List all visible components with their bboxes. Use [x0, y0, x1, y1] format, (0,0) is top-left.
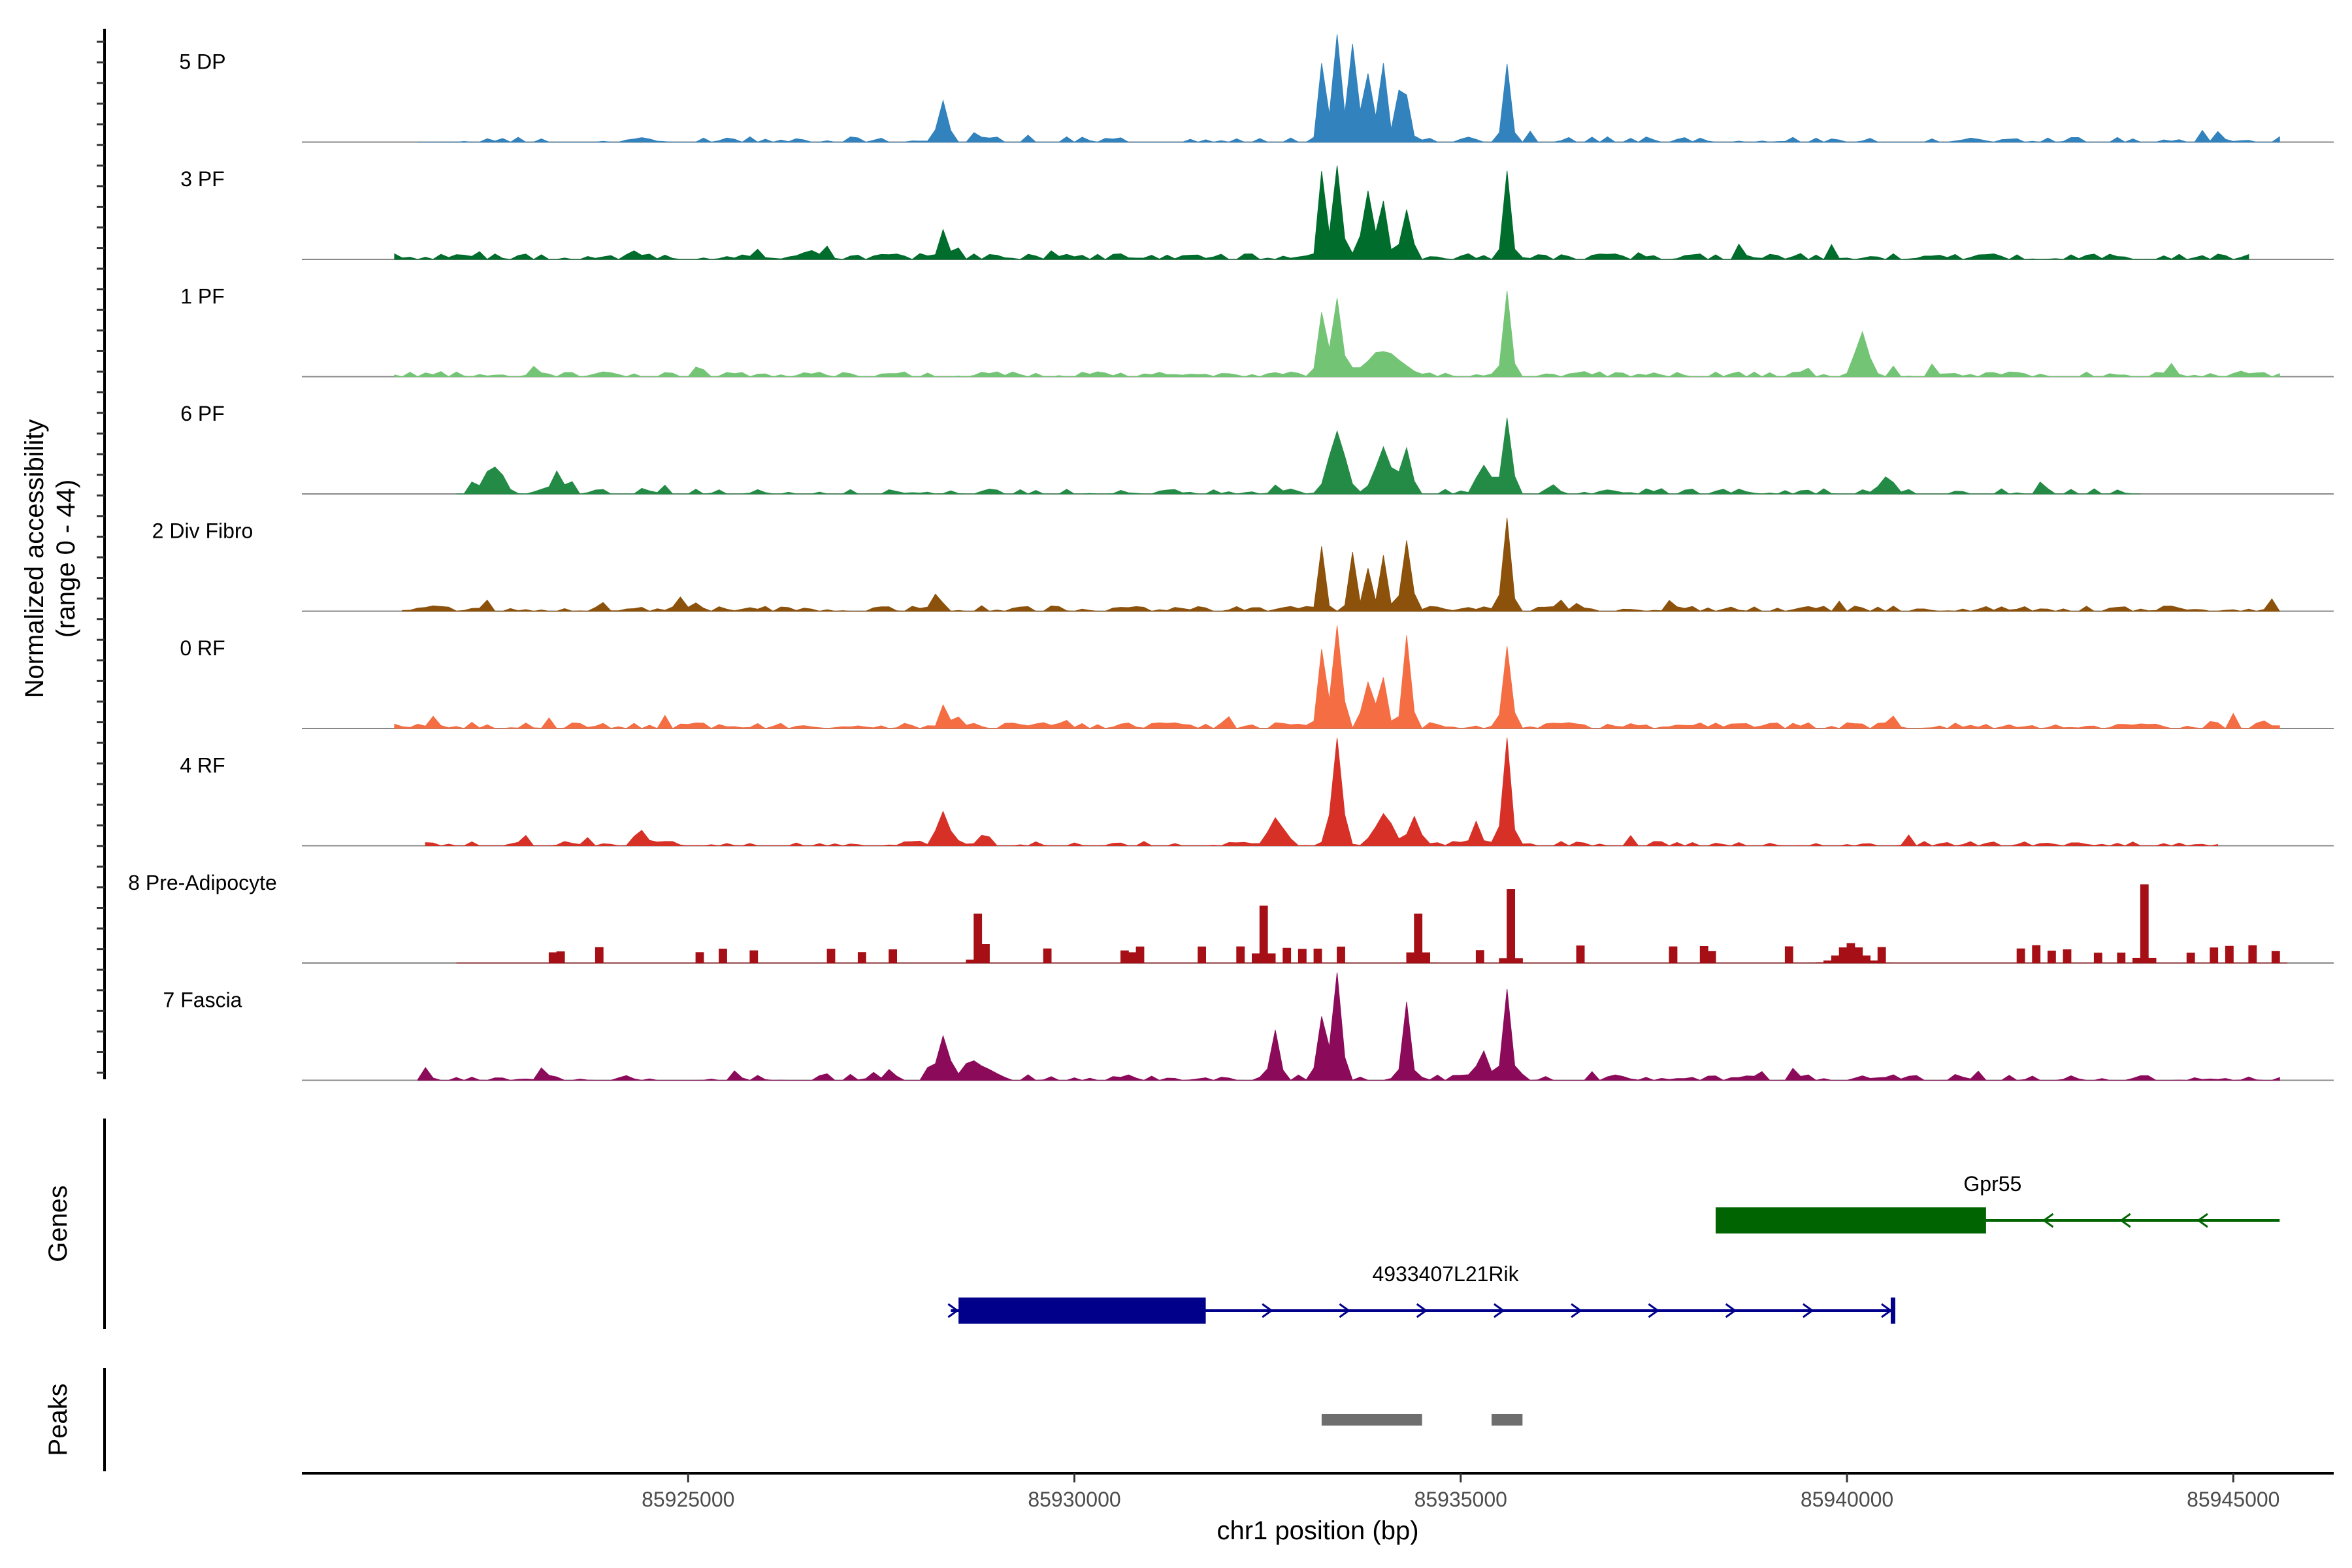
x-tick-label: 85940000 [1801, 1488, 1893, 1511]
coverage-area [394, 165, 2249, 260]
strand-arrow [2119, 1213, 2131, 1228]
genes-panel-label: Genes [44, 1185, 73, 1262]
gene-exon [1715, 1207, 1986, 1233]
track-0-rf: 0 RF [180, 625, 2334, 729]
gene-label: 4933407L21Rik [1372, 1262, 1519, 1286]
track-4-rf: 4 RF [180, 738, 2334, 847]
strand-arrow [1803, 1303, 1814, 1318]
coverage-area [417, 34, 2280, 143]
gene-exon [958, 1298, 1206, 1324]
track-label: 8 Pre-Adipocyte [128, 871, 277, 894]
peak-region [1321, 1414, 1422, 1426]
track-label: 7 Fascia [163, 988, 242, 1012]
track-5-dp: 5 DP [179, 34, 2334, 143]
x-tick-label: 85945000 [2187, 1488, 2279, 1511]
track-6-pf: 6 PF [180, 402, 2334, 495]
track-label: 3 PF [180, 167, 225, 191]
strand-arrow [1648, 1303, 1659, 1318]
gene-gpr55: Gpr55 [1715, 1172, 2280, 1233]
peaks-panel-label: Peaks [44, 1383, 73, 1456]
peaks-panel: Peaks [44, 1368, 1523, 1471]
track-label: 5 DP [179, 50, 225, 74]
x-tick-label: 85935000 [1414, 1488, 1507, 1511]
coverage-area [456, 884, 2287, 964]
gene-label: Gpr55 [1963, 1172, 2021, 1196]
strand-arrow [1416, 1303, 1428, 1318]
coverage-area [425, 738, 2219, 847]
x-axis-label: chr1 position (bp) [1217, 1516, 1418, 1545]
coverage-tracks: 5 DP 3 PF 1 PF 6 PF 2 Div Fibro 0 RF 4 RF 8 Pre… [128, 34, 2334, 1081]
coverage-area [394, 291, 2280, 378]
track-8-pre-adipocyte: 8 Pre-Adipocyte [128, 871, 2334, 964]
track-7-fascia: 7 Fascia [163, 972, 2334, 1081]
x-tick-label: 85930000 [1028, 1488, 1120, 1511]
genes-panel: Genes Gpr55 4933407L21Rik [44, 1119, 2280, 1329]
y-axis-label-range: (range 0 - 44) [52, 480, 80, 638]
track-3-pf: 3 PF [180, 165, 2334, 260]
gene-exon [1890, 1298, 1895, 1324]
y-axis [97, 29, 106, 1079]
track-2-div-fibro: 2 Div Fibro [152, 517, 2334, 612]
x-tick-label: 85925000 [642, 1488, 734, 1511]
track-label: 1 PF [180, 285, 225, 308]
track-label: 4 RF [180, 754, 225, 777]
strand-arrow [1339, 1303, 1350, 1318]
gene-4933407l21rik: 4933407L21Rik [947, 1262, 1895, 1324]
strand-arrow [1725, 1303, 1737, 1318]
strand-arrow [1571, 1303, 1582, 1318]
x-axis: 85925000 85930000 85935000 85940000 85945000 [302, 1472, 2334, 1511]
strand-arrow [1494, 1303, 1505, 1318]
peak-region [1492, 1414, 1523, 1426]
coverage-area [456, 417, 2141, 495]
strand-arrow [1262, 1303, 1273, 1318]
strand-arrow [2042, 1213, 2054, 1228]
track-label: 6 PF [180, 402, 225, 425]
strand-arrow [2197, 1213, 2208, 1228]
track-label: 0 RF [180, 636, 225, 660]
coverage-area [402, 517, 2281, 612]
strand-arrow [947, 1303, 959, 1318]
track-1-pf: 1 PF [180, 285, 2334, 378]
strand-arrow [1881, 1303, 1893, 1318]
y-axis-label: Normalized accessibility [20, 419, 49, 698]
coverage-area [394, 625, 2280, 729]
track-label: 2 Div Fibro [152, 519, 253, 543]
coverage-area [417, 972, 2280, 1081]
